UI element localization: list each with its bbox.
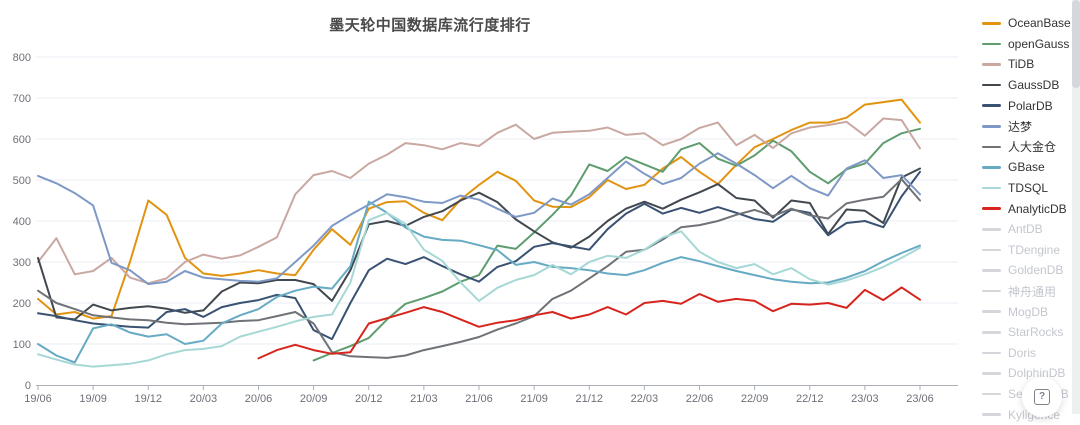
x-tick-label: 22/06: [686, 393, 714, 405]
legend-item-人大金仓[interactable]: 人大金仓: [982, 137, 1080, 158]
series-line-PolarDB: [37, 170, 921, 341]
x-tick-label: 23/03: [851, 393, 879, 405]
scrollbar[interactable]: [1072, 0, 1080, 414]
legend-label: PolarDB: [1008, 98, 1053, 113]
series-line-达梦: [37, 152, 921, 286]
x-tick-label: 20/03: [190, 393, 218, 405]
legend-label: OceanBase: [1008, 16, 1071, 31]
legend-label: GaussDB: [1008, 78, 1060, 93]
legend-label: openGauss: [1008, 36, 1070, 51]
legend-item-TiDB[interactable]: TiDB: [982, 54, 1080, 75]
legend-swatch: [982, 104, 1001, 107]
x-tick-label: 22/09: [741, 393, 769, 405]
legend-label: Doris: [1008, 345, 1037, 360]
legend-label: TDengine: [1008, 242, 1061, 257]
series-line-TiDB: [37, 117, 921, 285]
legend-label: GoldenDB: [1008, 263, 1064, 278]
x-tick-label: 21/03: [410, 393, 438, 405]
y-tick-label: 600: [13, 134, 31, 146]
series-line-GBase: [37, 200, 921, 364]
series-line-人大金仓: [37, 178, 921, 359]
y-tick-label: 0: [25, 380, 31, 392]
legend-swatch: [982, 63, 1001, 66]
x-tick-label: 21/09: [520, 393, 548, 405]
help-button[interactable]: ?: [1022, 377, 1062, 417]
legend-swatch: [982, 289, 1001, 293]
y-tick-label: 400: [13, 216, 31, 228]
legend-item-DolphinDB[interactable]: DolphinDB: [982, 363, 1080, 384]
legend-label: AnalyticDB: [1008, 201, 1067, 216]
x-tick-label: 19/12: [134, 393, 162, 405]
x-tick-label: 19/06: [24, 393, 52, 405]
legend-label: GBase: [1008, 160, 1045, 175]
legend-swatch: [982, 145, 1001, 149]
x-tick-label: 20/09: [300, 393, 328, 405]
legend-swatch: [982, 269, 1001, 272]
x-tick-label: 19/09: [79, 393, 107, 405]
legend-swatch: [982, 392, 1001, 396]
question-mark-icon: ?: [1034, 389, 1050, 405]
scrollbar-thumb[interactable]: [1072, 0, 1080, 88]
legend-swatch: [982, 248, 1001, 252]
legend-label: 达梦: [1008, 119, 1033, 134]
series-line-OceanBase: [37, 98, 921, 320]
y-tick-label: 100: [13, 339, 31, 351]
legend-label: TDSQL: [1008, 181, 1049, 196]
x-tick-label: 20/06: [245, 393, 273, 405]
series-line-AnalyticDB: [257, 286, 921, 360]
series-line-openGauss: [312, 127, 921, 362]
legend-item-MogDB[interactable]: MogDB: [982, 301, 1080, 322]
series-line-TDSQL: [37, 211, 921, 368]
legend-swatch: [982, 42, 1001, 46]
y-tick-label: 800: [13, 52, 31, 64]
legend-label: TiDB: [1008, 57, 1035, 72]
legend-item-AntDB[interactable]: AntDB: [982, 219, 1080, 240]
legend-item-TDSQL[interactable]: TDSQL: [982, 178, 1080, 199]
legend-item-OceanBase[interactable]: OceanBase: [982, 13, 1080, 34]
legend-label: StarRocks: [1008, 325, 1064, 340]
legend-item-达梦[interactable]: 达梦: [982, 116, 1080, 137]
legend-swatch: [982, 186, 1001, 190]
legend-item-TDengine[interactable]: TDengine: [982, 240, 1080, 261]
legend-item-GBase[interactable]: GBase: [982, 157, 1080, 178]
y-tick-label: 200: [13, 298, 31, 310]
x-tick-label: 21/12: [575, 393, 603, 405]
legend-swatch: [982, 207, 1001, 210]
legend-item-AnalyticDB[interactable]: AnalyticDB: [982, 198, 1080, 219]
legend-swatch: [982, 166, 1001, 169]
page-title: 墨天轮中国数据库流行度排行: [329, 17, 531, 34]
x-tick-label: 21/06: [465, 393, 493, 405]
legend-swatch: [982, 83, 1001, 87]
legend-label: DolphinDB: [1008, 366, 1066, 381]
legend-item-GoldenDB[interactable]: GoldenDB: [982, 260, 1080, 281]
legend: OceanBase openGauss TiDB GaussDB PolarDB 达梦人大…: [982, 13, 1080, 425]
x-tick-label: 22/12: [796, 393, 824, 405]
legend-item-PolarDB[interactable]: PolarDB: [982, 95, 1080, 116]
legend-item-StarRocks[interactable]: StarRocks: [982, 322, 1080, 343]
y-tick-label: 500: [13, 175, 31, 187]
x-tick-label: 20/12: [355, 393, 383, 405]
legend-label: 人大金仓: [1008, 140, 1057, 155]
legend-swatch: [982, 124, 1001, 128]
legend-item-神舟通用[interactable]: 神舟通用: [982, 281, 1080, 302]
y-tick-label: 300: [13, 257, 31, 269]
legend-swatch: [982, 351, 1001, 355]
legend-label: 神舟通用: [1008, 284, 1057, 299]
legend-item-GaussDB[interactable]: GaussDB: [982, 75, 1080, 96]
legend-swatch: [982, 227, 1001, 231]
legend-label: MogDB: [1008, 304, 1049, 319]
y-tick-label: 700: [13, 93, 31, 105]
legend-swatch: [982, 372, 1001, 375]
x-tick-label: 22/03: [631, 393, 659, 405]
x-tick-label: 23/06: [906, 393, 934, 405]
legend-item-Doris[interactable]: Doris: [982, 343, 1080, 364]
popularity-line-chart: 19/06 19/09 19/12 20/03 20/06 20/09 20/12 21/03…: [13, 52, 958, 405]
legend-swatch: [982, 310, 1001, 313]
legend-swatch: [982, 22, 1001, 25]
legend-item-openGauss[interactable]: openGauss: [982, 34, 1080, 55]
legend-label: AntDB: [1008, 222, 1043, 237]
series-line-GaussDB: [37, 167, 921, 321]
legend-swatch: [982, 330, 1001, 334]
